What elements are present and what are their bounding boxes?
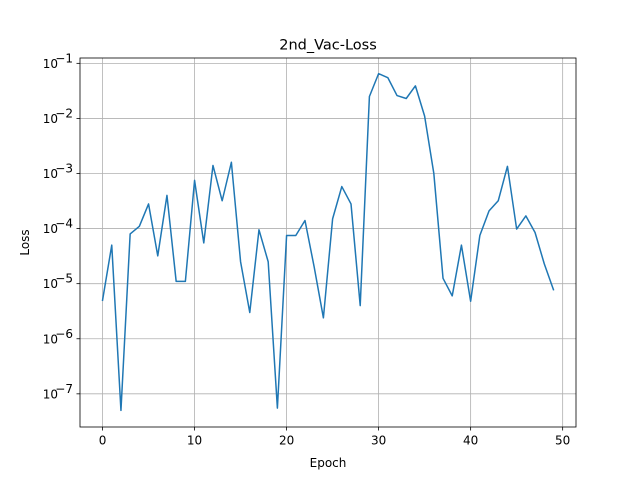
grid [80, 58, 576, 427]
x-tick-label: 40 [463, 434, 478, 448]
y-tick-label: 10 [43, 112, 58, 126]
y-tick-label: 10 [43, 167, 58, 181]
y-tick-label: 10 [43, 57, 58, 71]
y-tick-exponent: −6 [55, 327, 73, 341]
y-tick-exponent: −4 [55, 217, 73, 231]
chart-title: 2nd_Vac-Loss [279, 38, 377, 54]
y-tick-exponent: −1 [55, 51, 73, 65]
y-tick-exponent: −2 [55, 106, 73, 120]
y-tick-label: 10 [43, 332, 58, 346]
x-tick-label: 30 [371, 434, 386, 448]
series-line [101, 72, 555, 412]
y-tick-exponent: −3 [55, 162, 73, 176]
x-tick-label: 0 [99, 434, 107, 448]
y-tick-label: 10 [43, 222, 58, 236]
y-tick-exponent: −7 [55, 382, 73, 396]
y-tick-label: 10 [43, 277, 58, 291]
plot-frame [79, 57, 577, 428]
x-axis-label: Epoch [310, 456, 347, 470]
x-tick-label: 50 [555, 434, 570, 448]
x-tick-label: 10 [187, 434, 202, 448]
series-line-group [101, 72, 555, 412]
x-tick-label: 20 [279, 434, 294, 448]
y-tick-exponent: −5 [55, 272, 73, 286]
y-tick-label: 10 [43, 387, 58, 401]
y-axis-label: Loss [18, 229, 32, 255]
